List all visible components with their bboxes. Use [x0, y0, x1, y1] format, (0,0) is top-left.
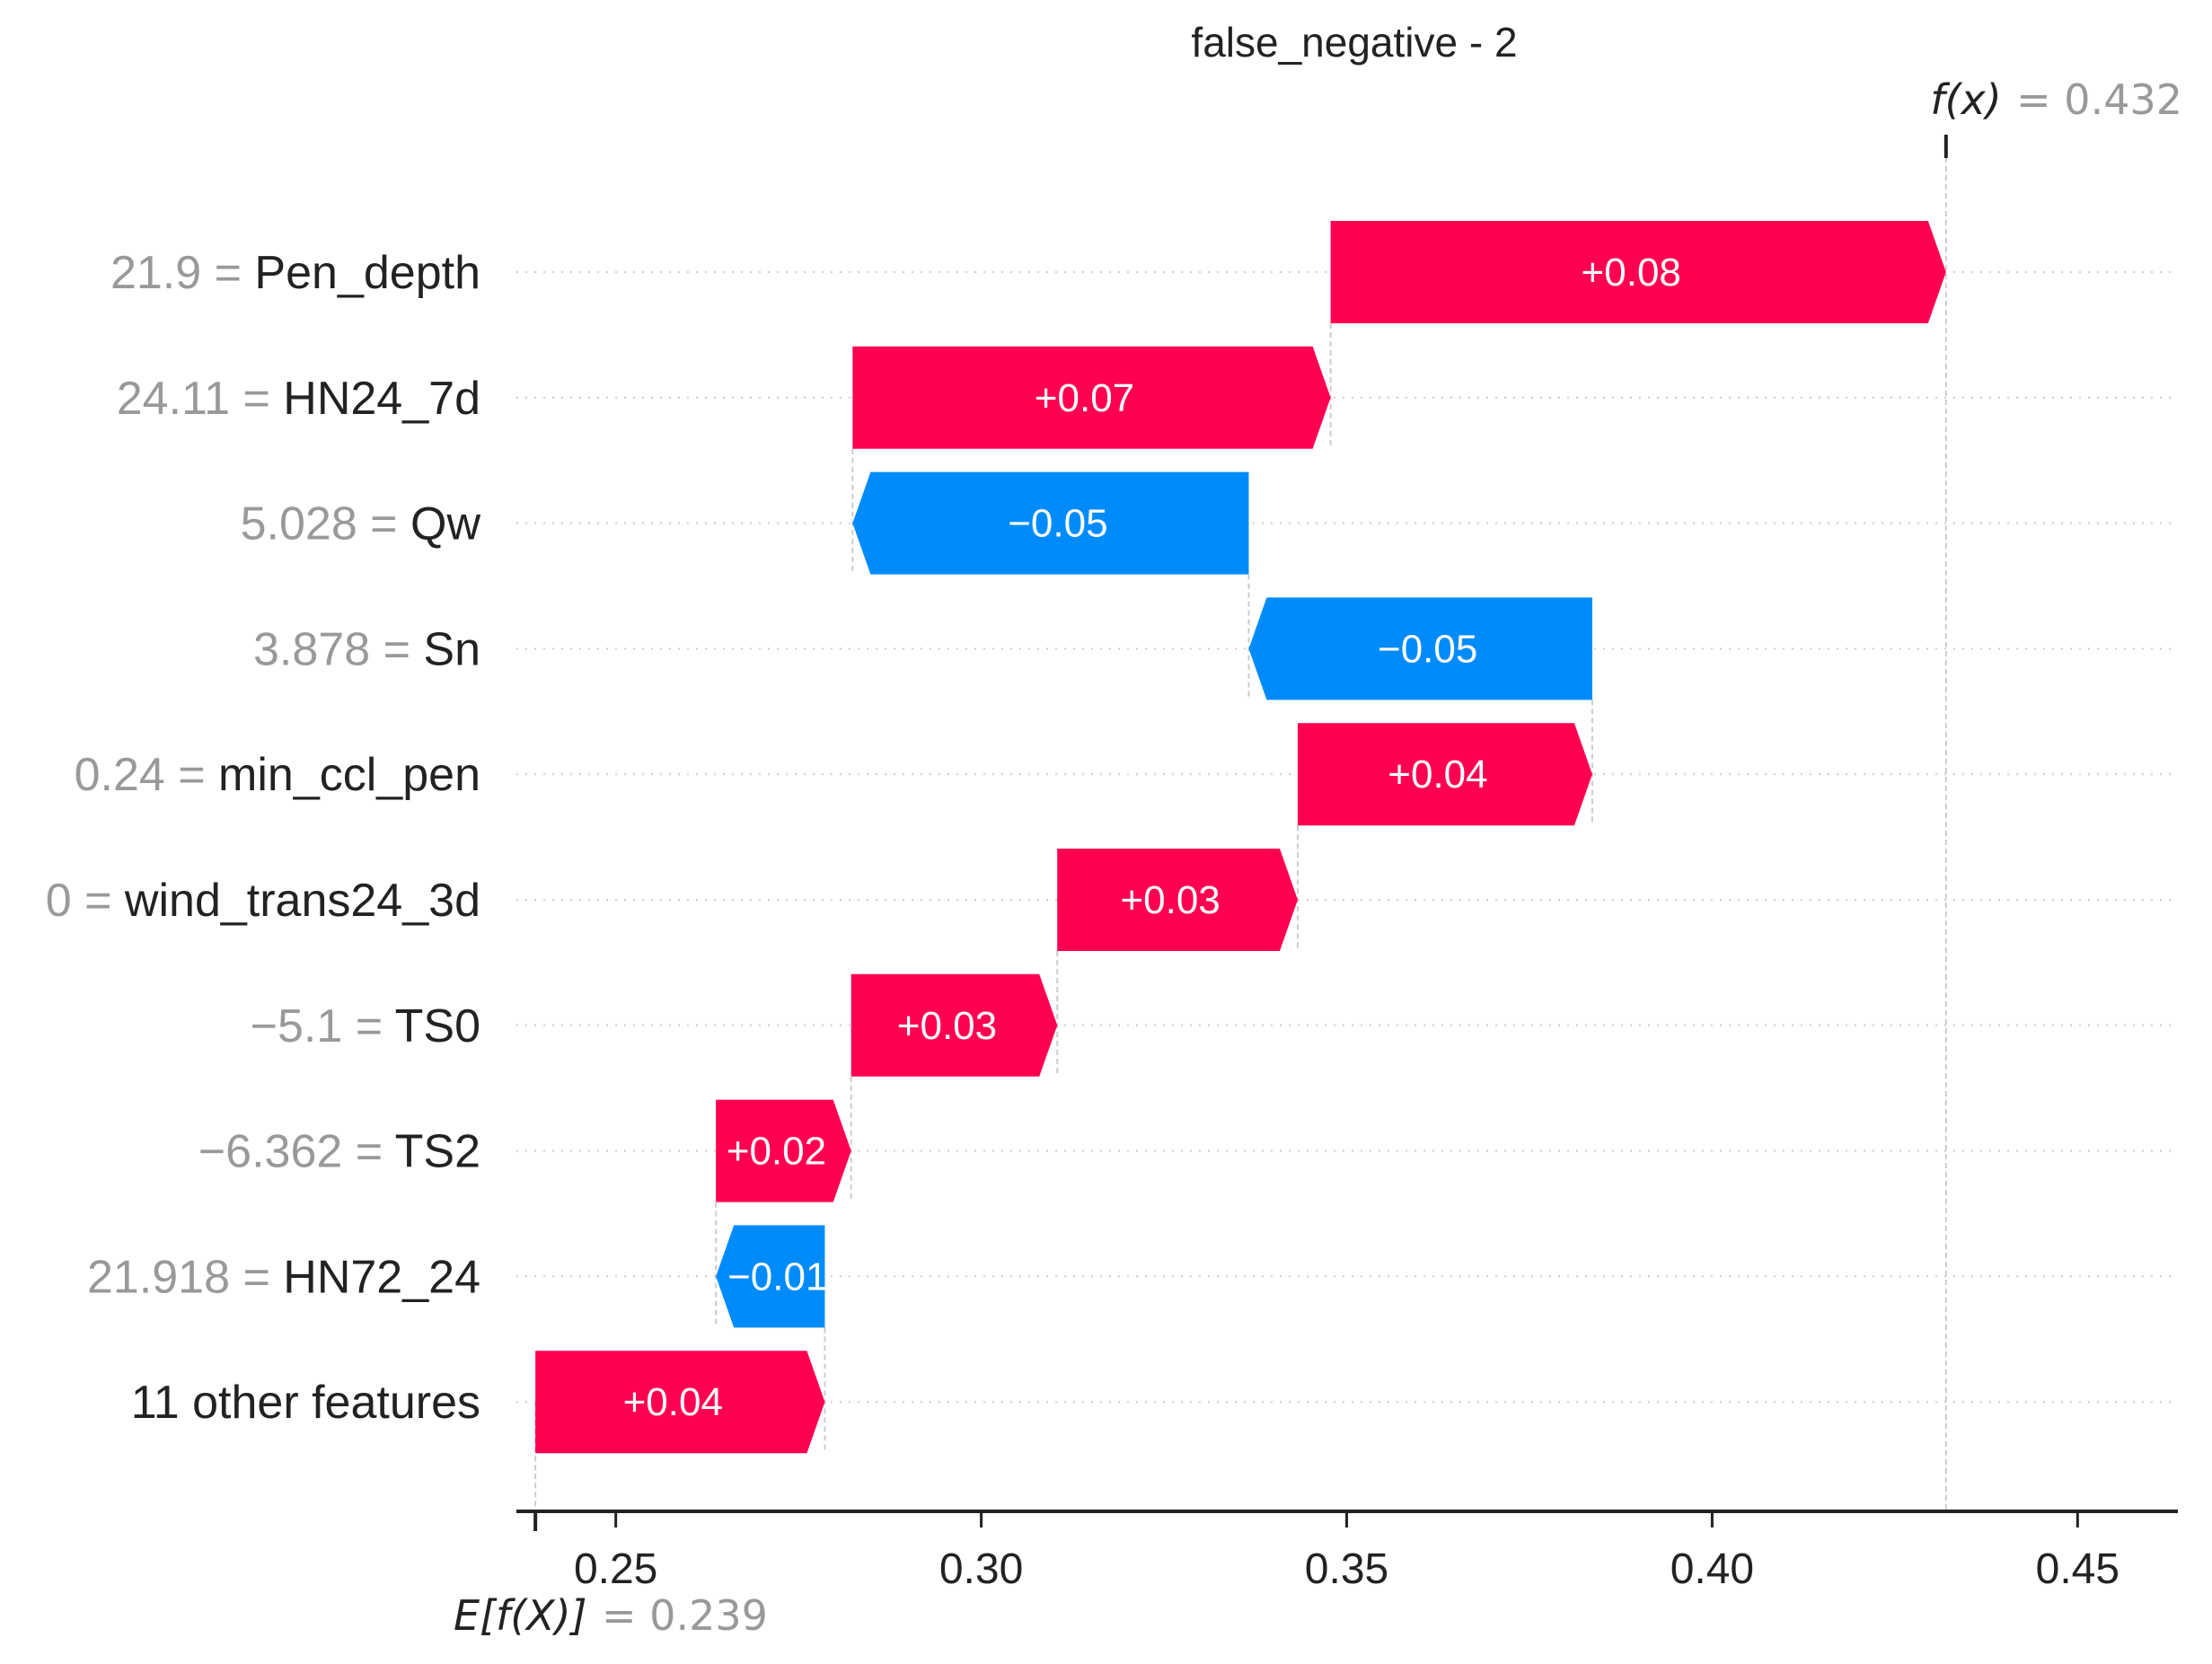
- feature-name: Sn: [423, 623, 480, 675]
- feature-label: 24.11 = HN24_7d: [117, 373, 480, 425]
- feature-value: 24.11 =: [117, 373, 284, 425]
- feature-value: 0 =: [46, 875, 125, 927]
- x-tick-label: 0.45: [2036, 1545, 2119, 1593]
- bar-pen_depth: [1330, 221, 1946, 323]
- bar-hn24_7d: [852, 346, 1331, 449]
- feature-label: 11 other features: [131, 1377, 480, 1429]
- feature-name: TS2: [395, 1126, 480, 1178]
- feature-value: −5.1 =: [251, 1000, 395, 1052]
- bar-value-label: −0.05: [1378, 627, 1477, 671]
- feature-name: Qw: [410, 498, 480, 550]
- base-value: = 0.239: [602, 1591, 768, 1640]
- chart-title: false_negative - 2: [1191, 19, 1517, 66]
- output-value: = 0.432: [2016, 75, 2182, 124]
- feature-value: 21.918 =: [87, 1251, 283, 1303]
- feature-name: TS0: [395, 1000, 480, 1052]
- bar-value-label: +0.07: [1035, 376, 1134, 420]
- output-value-annotation: f(x) = 0.432: [1930, 75, 2182, 124]
- feature-name: wind_trans24_3d: [124, 875, 480, 927]
- x-tick-label: 0.30: [939, 1545, 1023, 1593]
- feature-label: −6.362 = TS2: [198, 1126, 480, 1178]
- bar-wind_trans24_3d: [1057, 849, 1298, 951]
- bar-qw: [852, 471, 1249, 575]
- bar-ts0: [850, 973, 1058, 1077]
- feature-label: 0.24 = min_ccl_pen: [75, 749, 480, 801]
- feature-name: Pen_depth: [254, 247, 480, 299]
- feature-name: 11 other features: [131, 1377, 480, 1429]
- base-label: E[f(X)]: [454, 1591, 587, 1640]
- x-tick-label: 0.40: [1670, 1545, 1754, 1593]
- feature-value: 0.24 =: [75, 749, 218, 801]
- feature-value: 21.9 =: [110, 247, 254, 299]
- bar-value-label: +0.02: [727, 1130, 826, 1174]
- bar-value-label: +0.04: [623, 1380, 723, 1424]
- bar-value-label: −0.05: [1008, 502, 1107, 546]
- bar-value-label: +0.03: [897, 1004, 997, 1048]
- svg-text:f(x) = 0.432: f(x) = 0.432: [1930, 75, 2182, 124]
- feature-label: −5.1 = TS0: [251, 1000, 480, 1052]
- x-tick-label: 0.35: [1305, 1545, 1388, 1593]
- x-axis: 0.25 0.30 0.35 0.40 0.45: [516, 1510, 2178, 1593]
- feature-name: HN24_7d: [283, 373, 480, 425]
- bar-value-label: +0.03: [1120, 878, 1220, 922]
- bar-value-label: −0.01: [727, 1255, 827, 1299]
- output-label: f(x): [1930, 75, 2001, 124]
- bar-11-other-features: [535, 1351, 825, 1454]
- base-value-annotation: E[f(X)] = 0.239: [454, 1591, 768, 1640]
- feature-value: −6.362 =: [198, 1126, 395, 1178]
- feature-label: 21.9 = Pen_depth: [110, 247, 480, 299]
- bars: +0.08 +0.07 −0.05 −0.05 +0.04 +0.03 +0.03 +0.02…: [535, 221, 1946, 1454]
- connector-lines: [534, 135, 1948, 1511]
- svg-text:E[f(X)] = 0.239: E[f(X)] = 0.239: [454, 1591, 768, 1640]
- feature-name: HN72_24: [283, 1251, 480, 1303]
- bar-value-label: +0.08: [1582, 251, 1681, 295]
- bar-value-label: +0.04: [1388, 753, 1487, 797]
- feature-name: min_ccl_pen: [218, 749, 480, 801]
- bar-hn72_24: [716, 1225, 825, 1328]
- bar-ts2: [716, 1099, 851, 1202]
- bar-min_ccl_pen: [1297, 723, 1592, 826]
- feature-label: 5.028 = Qw: [241, 498, 481, 550]
- feature-label: 0 = wind_trans24_3d: [46, 875, 480, 927]
- bar-sn: [1248, 597, 1592, 700]
- feature-value: 5.028 =: [241, 498, 410, 550]
- feature-label: 3.878 = Sn: [253, 623, 480, 675]
- feature-labels: 21.9 = Pen_depth 24.11 = HN24_7d 5.028 = Q…: [46, 247, 481, 1429]
- feature-label: 21.918 = HN72_24: [87, 1251, 480, 1303]
- x-tick-label: 0.25: [574, 1545, 657, 1593]
- feature-value: 3.878 =: [253, 623, 423, 675]
